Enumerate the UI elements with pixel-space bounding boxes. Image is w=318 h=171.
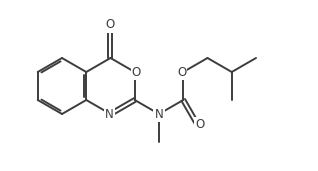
- Text: O: O: [132, 65, 141, 78]
- Text: O: O: [106, 18, 115, 31]
- Text: O: O: [177, 65, 186, 78]
- Text: N: N: [105, 108, 114, 121]
- Text: N: N: [155, 108, 163, 121]
- Text: O: O: [195, 118, 204, 131]
